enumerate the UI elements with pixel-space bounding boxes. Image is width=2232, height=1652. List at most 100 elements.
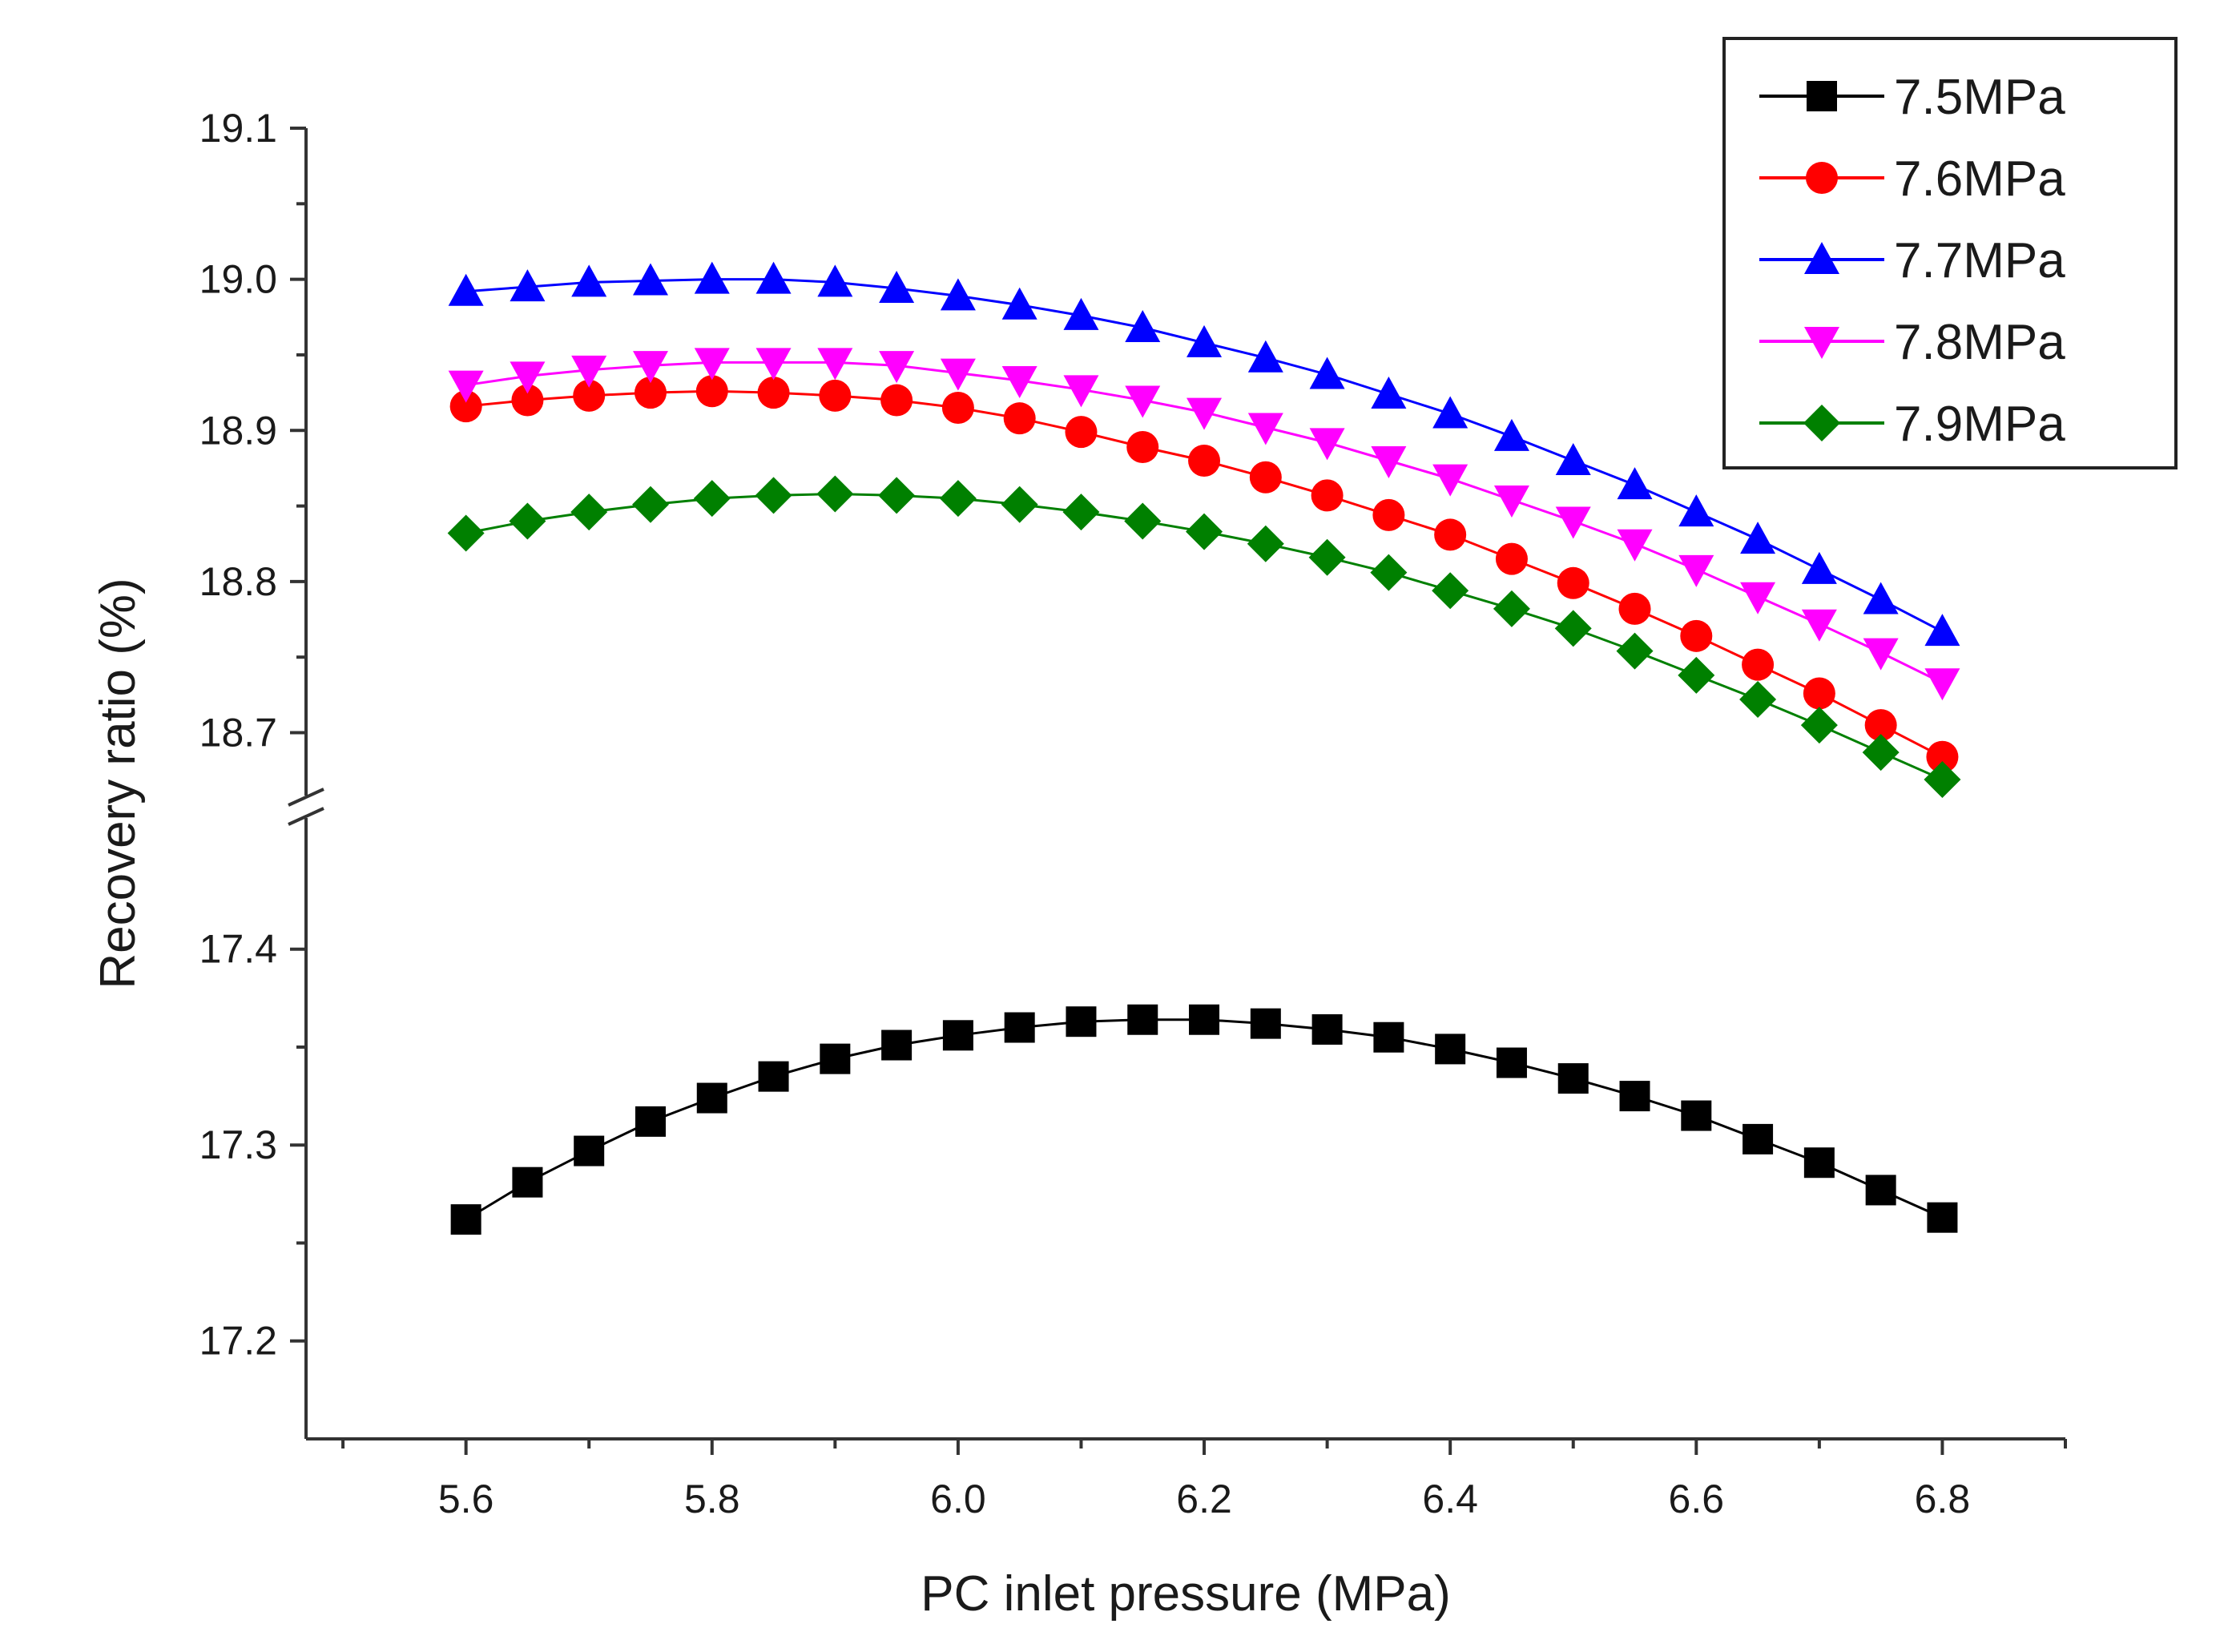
legend-item: 7.6MPa (1759, 151, 2065, 207)
data-point (694, 348, 730, 381)
data-point (757, 377, 790, 409)
data-point (632, 263, 668, 296)
data-point (1681, 1100, 1712, 1131)
data-point (1554, 610, 1592, 647)
y-tick-label: 18.7 (199, 711, 277, 755)
data-point (1803, 677, 1835, 710)
data-point (1555, 443, 1591, 475)
data-point (1432, 464, 1469, 497)
data-point (1924, 761, 1961, 799)
data-point (450, 1204, 481, 1235)
data-point (1003, 402, 1036, 435)
data-point (1372, 498, 1405, 531)
data-point (695, 375, 728, 408)
data-point (696, 1082, 727, 1114)
legend-label: 7.9MPa (1894, 397, 2065, 452)
data-point (939, 480, 977, 518)
data-point (1432, 396, 1469, 429)
data-point (1432, 572, 1469, 610)
data-point (1247, 340, 1283, 373)
data-point (509, 502, 546, 540)
y-tick-label: 17.3 (199, 1122, 277, 1167)
data-point (448, 370, 484, 403)
data-point (512, 1166, 543, 1198)
data-point (1740, 522, 1776, 554)
data-point (1617, 467, 1653, 500)
series-layer (447, 261, 1961, 1235)
x-tick-label: 6.8 (1915, 1477, 1971, 1521)
legend: 7.5MPa 7.6MPa 7.7MPa 7.8MPa 7.9MPa (1722, 37, 2178, 469)
data-point (574, 1135, 605, 1166)
data-point (573, 379, 606, 412)
x-tick-label: 6.0 (930, 1477, 986, 1521)
data-point (941, 391, 974, 424)
data-point (1370, 554, 1408, 591)
data-point (1865, 1175, 1896, 1206)
data-point (1125, 310, 1161, 342)
data-point (1187, 397, 1223, 430)
data-point (1186, 513, 1223, 550)
y-tick-label: 18.9 (199, 408, 277, 453)
data-point (1311, 479, 1344, 512)
legend-item: 7.7MPa (1759, 233, 2065, 288)
axis-break-gap (287, 797, 325, 816)
data-point (571, 264, 607, 297)
x-axis-title: PC inlet pressure (MPa) (921, 1566, 1451, 1622)
data-point (1617, 529, 1653, 562)
legend-box (1722, 37, 2178, 469)
data-point (1742, 1123, 1774, 1154)
data-point (817, 348, 853, 381)
data-point (820, 1043, 851, 1074)
data-point (1557, 1063, 1589, 1094)
data-point (1188, 445, 1221, 477)
data-point (1125, 385, 1161, 418)
data-point (510, 269, 546, 302)
data-point (1001, 287, 1037, 320)
legend-label: 7.5MPa (1894, 70, 2065, 125)
data-point (1862, 734, 1900, 772)
y-axis-break-marker (287, 788, 325, 826)
data-point (1308, 538, 1346, 576)
data-point (1555, 506, 1591, 539)
data-point (878, 477, 916, 514)
data-point (1124, 502, 1162, 540)
data-point (942, 1020, 973, 1051)
data-point (1740, 582, 1776, 614)
data-point (1680, 619, 1713, 652)
x-tick-label: 5.8 (684, 1477, 740, 1521)
data-point (1804, 242, 1839, 274)
axes (287, 128, 2065, 1440)
x-tick-label: 6.4 (1422, 1477, 1478, 1521)
data-point (1065, 416, 1098, 449)
data-point (511, 384, 544, 417)
data-point (1742, 648, 1775, 681)
data-point (1371, 446, 1407, 478)
x-tick-label: 5.6 (438, 1477, 494, 1521)
data-point (1807, 81, 1837, 111)
data-point (510, 361, 546, 394)
data-point (1557, 566, 1589, 599)
data-point (1373, 1021, 1404, 1053)
data-point (571, 355, 607, 388)
series-7.5MPa (450, 1004, 1958, 1235)
legend-label: 7.7MPa (1894, 233, 2065, 288)
series-7.9MPa (447, 475, 1961, 799)
data-point (1863, 638, 1899, 671)
data-point (1619, 1081, 1650, 1112)
data-point (1924, 668, 1960, 701)
y-axis-title: Recovery ratio (%) (91, 578, 146, 989)
data-point (447, 514, 485, 552)
data-point (1309, 428, 1345, 461)
data-point (1435, 1034, 1466, 1065)
data-point (1678, 554, 1714, 587)
data-point (1001, 366, 1037, 399)
data-point (693, 480, 731, 518)
data-point (1063, 297, 1099, 330)
data-point (940, 278, 976, 311)
data-point (816, 475, 854, 513)
data-point (1309, 357, 1345, 389)
axis-break-slash (288, 807, 324, 826)
data-point (1801, 551, 1837, 584)
data-point (879, 270, 915, 303)
data-point (1496, 1047, 1527, 1078)
